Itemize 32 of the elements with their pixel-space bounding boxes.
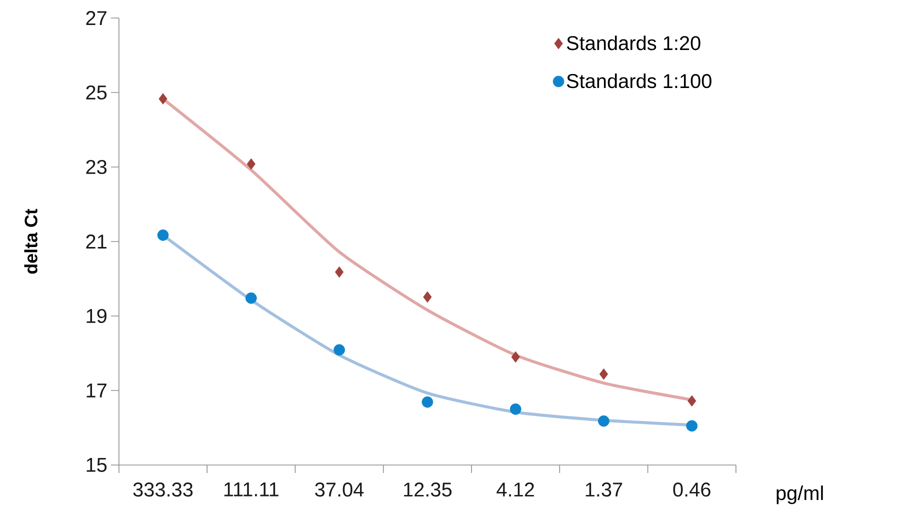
x-tick-label: 333.33: [133, 482, 193, 497]
y-axis-title: delta Ct: [24, 208, 38, 274]
x-tick-label: 12.35: [404, 482, 452, 497]
y-tick-label: 17: [86, 384, 106, 398]
x-tick-label: 4.12: [496, 482, 534, 496]
point: [422, 396, 434, 408]
legend-label: Standards 1:20: [566, 36, 700, 50]
x-tick-label: 37.04: [315, 482, 364, 497]
point: [511, 351, 520, 363]
y-tick-label: 19: [86, 308, 106, 324]
y-tick-label: 21: [86, 234, 106, 248]
point: [158, 93, 168, 105]
x-tick-label: 0.46: [673, 482, 710, 497]
y-tick-label: 15: [86, 458, 107, 472]
x-axis-title: pg/ml: [776, 486, 823, 504]
x-tick-label: 1.37: [586, 482, 622, 497]
point: [599, 368, 608, 380]
point: [334, 344, 345, 356]
x-tick-label: 111.11: [224, 482, 278, 496]
point: [510, 403, 522, 415]
point: [423, 291, 432, 303]
point: [245, 292, 257, 304]
y-tick-label: 23: [86, 160, 107, 174]
point: [688, 395, 696, 407]
y-tick-label: 27: [86, 11, 106, 25]
legend-label: Standards 1:100: [566, 74, 712, 88]
point: [246, 158, 256, 170]
point: [686, 420, 698, 432]
point: [598, 415, 610, 427]
point: [334, 266, 344, 278]
point: [157, 229, 169, 241]
y-tick-label: 25: [86, 85, 107, 100]
